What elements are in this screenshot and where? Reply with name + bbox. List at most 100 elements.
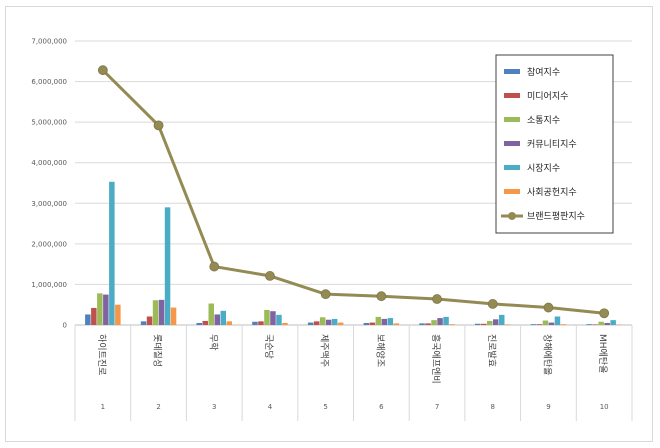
bar-6 xyxy=(560,324,567,325)
bar-1 xyxy=(586,324,592,325)
category-name-label: 진로발효 xyxy=(486,334,497,367)
legend-swatch xyxy=(504,69,520,74)
category-name-label: 보해양조 xyxy=(374,334,385,367)
line-marker xyxy=(376,291,387,302)
bar-1 xyxy=(140,321,147,325)
bar-1 xyxy=(475,323,481,325)
bar-5 xyxy=(164,207,171,325)
line-marker xyxy=(209,261,220,272)
y-tick-label: 5,000,000 xyxy=(31,119,67,127)
bar-6 xyxy=(505,324,511,325)
category-number-label: 8 xyxy=(491,403,495,411)
category-name-label: 흥국에프엔비 xyxy=(430,334,442,384)
legend-swatch xyxy=(504,189,520,194)
category-name-label: 국순당 xyxy=(263,334,274,359)
bar-6 xyxy=(170,307,177,325)
legend-swatch xyxy=(504,117,520,122)
bar-6 xyxy=(393,323,400,325)
bar-4 xyxy=(548,322,555,325)
category-name-label: 창해에탄올 xyxy=(541,334,552,375)
bar-5 xyxy=(331,318,338,325)
line-marker xyxy=(265,271,275,281)
category-name-label: MH에탄올 xyxy=(597,334,608,373)
category-name-label: 제주맥주 xyxy=(319,334,330,367)
bar-1 xyxy=(419,323,425,325)
y-tick-label: 1,000,000 xyxy=(31,281,67,289)
bar-4 xyxy=(158,299,165,325)
bar-3 xyxy=(152,300,159,325)
bar-6 xyxy=(115,304,121,325)
bar-2 xyxy=(313,321,320,325)
legend-label: 브랜드평판지수 xyxy=(527,211,585,222)
bar-5 xyxy=(387,318,394,325)
bar-2 xyxy=(425,323,431,325)
y-tick-label: 2,000,000 xyxy=(31,240,67,248)
bar-4 xyxy=(214,314,220,325)
bar-3 xyxy=(431,320,437,325)
bar-3 xyxy=(487,320,493,325)
legend-swatch xyxy=(504,93,520,98)
legend-label: 시장지수 xyxy=(527,163,560,174)
bar-4 xyxy=(270,311,276,325)
bar-2 xyxy=(258,321,264,325)
bar-2 xyxy=(146,316,153,325)
legend-label: 커뮤니티지수 xyxy=(527,139,577,150)
legend-label: 미디어지수 xyxy=(527,91,568,102)
y-tick-label: 3,000,000 xyxy=(31,200,67,208)
bar-4 xyxy=(325,319,332,325)
bar-1 xyxy=(85,314,91,325)
bar-3 xyxy=(542,320,549,325)
bar-3 xyxy=(319,317,326,325)
category-number-label: 1 xyxy=(101,403,105,411)
bar-6 xyxy=(282,322,288,325)
category-number-label: 2 xyxy=(156,403,160,411)
bar-5 xyxy=(610,320,616,325)
bar-2 xyxy=(369,322,376,325)
bar-2 xyxy=(91,307,97,325)
bar-3 xyxy=(598,321,604,325)
category-name-label: 무학 xyxy=(207,334,218,351)
line-marker xyxy=(599,308,610,319)
chart: 0 1,000,000 2,000,000 3,000,000 4,000,000 5,0… xyxy=(31,38,633,421)
legend-marker xyxy=(508,212,516,220)
bar-1 xyxy=(196,322,202,325)
legend-swatch xyxy=(504,165,520,170)
category-name-label: 롯데칠성 xyxy=(152,334,163,367)
category-number-label: 3 xyxy=(212,403,216,411)
category-name-label: 하이트진로 xyxy=(96,334,107,375)
category-number-label: 7 xyxy=(435,403,439,411)
bar-4 xyxy=(493,319,499,325)
bar-5 xyxy=(499,314,505,325)
bar-1 xyxy=(363,322,370,325)
bar-5 xyxy=(109,181,115,325)
chart-frame: 0 1,000,000 2,000,000 3,000,000 4,000,000 5,0… xyxy=(5,6,653,442)
bar-4 xyxy=(437,318,443,325)
bar-5 xyxy=(276,314,282,325)
bar-6 xyxy=(226,321,232,325)
bar-6 xyxy=(449,324,455,325)
bar-3 xyxy=(264,309,270,325)
category-number-label: 5 xyxy=(323,403,327,411)
line-marker xyxy=(153,120,164,131)
y-tick-label: 0 xyxy=(63,322,67,330)
bar-2 xyxy=(202,320,208,325)
y-tick-label: 7,000,000 xyxy=(31,38,67,46)
bar-4 xyxy=(381,318,388,325)
legend-label: 소통지수 xyxy=(527,115,560,126)
bar-3 xyxy=(97,293,103,325)
bar-2 xyxy=(481,323,487,325)
line-marker xyxy=(487,299,498,309)
category-number-label: 4 xyxy=(268,403,273,411)
category-number-label: 6 xyxy=(379,403,384,411)
y-tick-label: 4,000,000 xyxy=(31,159,67,167)
line-marker xyxy=(543,302,554,313)
bar-1 xyxy=(252,321,258,325)
bar-1 xyxy=(530,324,537,325)
bar-2 xyxy=(592,324,598,325)
bar-6 xyxy=(337,322,344,325)
y-tick-label: 6,000,000 xyxy=(31,78,67,86)
line-marker xyxy=(320,289,331,300)
bar-1 xyxy=(307,322,314,325)
bar-4 xyxy=(604,322,610,325)
bar-5 xyxy=(554,316,561,325)
